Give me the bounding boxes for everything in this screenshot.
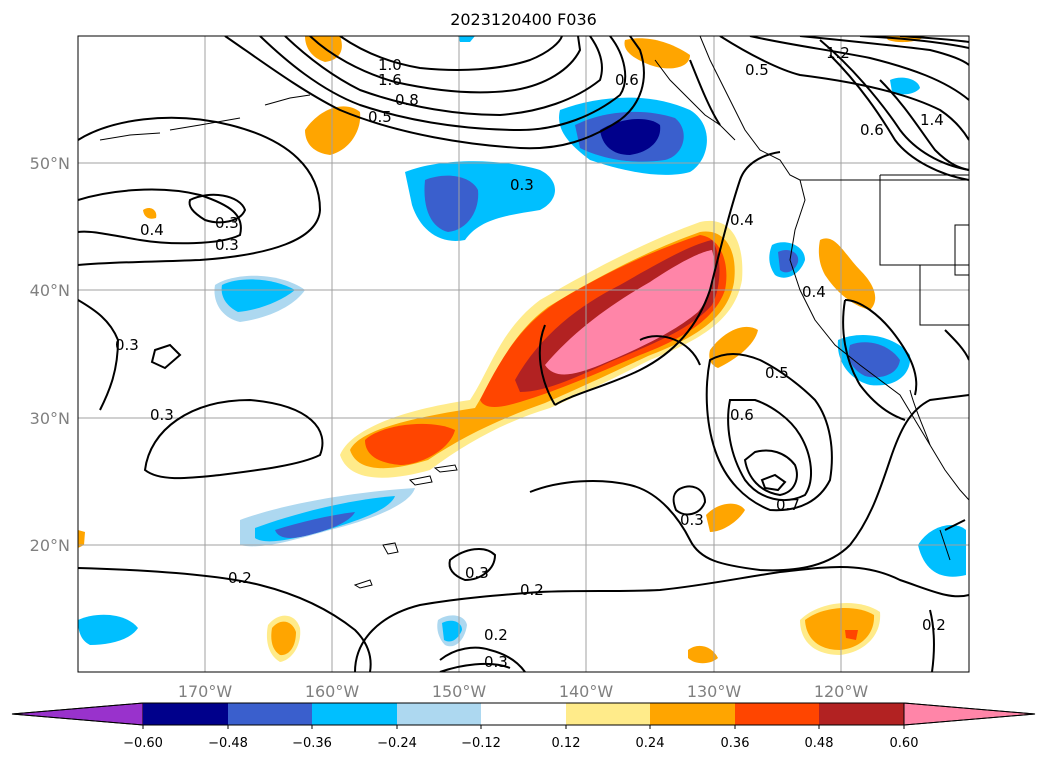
contour-label: 0.7	[776, 496, 800, 514]
colorbar-swatch	[312, 703, 397, 725]
coastlines	[99, 36, 969, 589]
colorbar-tick-label: 0.60	[890, 736, 919, 751]
contour-label: 0.5	[745, 61, 769, 79]
lon-label: 140°W	[559, 682, 614, 701]
contour-label: 0.2	[922, 616, 946, 634]
contour-lines	[78, 36, 969, 672]
lon-label: 150°W	[432, 682, 487, 701]
colorbar-tick-label: 0.24	[636, 736, 665, 751]
colorbar-tick-label: −0.48	[208, 736, 248, 751]
gridlines	[78, 36, 969, 672]
contour-label: 0.2	[484, 626, 508, 644]
longitude-labels: 170°W 160°W 150°W 140°W 130°W 120°W	[178, 682, 869, 701]
contour-label: 0.2	[520, 581, 544, 599]
colorbar-swatch	[735, 703, 819, 725]
contour-label: 1.4	[920, 111, 944, 129]
contour-label: 0.3	[215, 236, 239, 254]
contour-label: 0.5	[765, 364, 789, 382]
contour-label: 0.2	[228, 569, 252, 587]
lon-label: 130°W	[687, 682, 742, 701]
colorbar-tick-label: 0.48	[805, 736, 834, 751]
contour-label: 1.0	[378, 56, 402, 74]
contour-label: 0.4	[730, 211, 754, 229]
contour-label: 0.4	[140, 221, 164, 239]
contour-label: 1.2	[826, 44, 850, 62]
contour-label: 0.6	[730, 406, 754, 424]
contour-label: 0.3	[465, 564, 489, 582]
map-frame	[77, 35, 970, 673]
contour-label: 0.3	[115, 336, 139, 354]
colorbar-extend-left	[11, 702, 144, 726]
shaded-field	[78, 36, 966, 664]
contour-label: 0.3	[680, 511, 704, 529]
contour-labels: 1.2 1.6 1.4 1.0 0.8 0.5 0.5 0.6 0.6 0.4 …	[115, 44, 946, 671]
lat-label: 30°N	[30, 409, 70, 428]
colorbar-tick-label: −0.12	[461, 736, 501, 751]
contour-label: 0.6	[615, 71, 639, 89]
contour-label: 0.3	[510, 176, 534, 194]
colorbar-extend-right	[903, 702, 1036, 726]
colorbar-tick-label: 0.12	[552, 736, 581, 751]
map-title: 2023120400 F036	[450, 10, 597, 29]
latitude-labels: 50°N 40°N 30°N 20°N	[30, 154, 70, 555]
colorbar-swatch	[397, 703, 481, 725]
lon-label: 160°W	[305, 682, 360, 701]
colorbar-tick-label: −0.24	[377, 736, 417, 751]
contour-label: 0.4	[802, 283, 826, 301]
colorbar-tick-label: 0.36	[721, 736, 750, 751]
colorbar-tick-label: −0.60	[123, 736, 163, 751]
colorbar-swatch	[143, 703, 228, 725]
colorbar-swatch	[650, 703, 735, 725]
contour-label: 0.8	[395, 91, 419, 109]
contour-label: 0.3	[215, 214, 239, 232]
colorbar: −0.60 −0.48 −0.36 −0.24 −0.12 0.12 0.24 …	[11, 702, 1036, 751]
contour-label: 0.5	[368, 108, 392, 126]
lat-label: 50°N	[30, 154, 70, 173]
colorbar-swatch	[481, 703, 566, 725]
contour-label: 0.3	[484, 653, 508, 671]
contour-label: 0.3	[150, 406, 174, 424]
colorbar-tick-label: −0.36	[292, 736, 332, 751]
lon-label: 120°W	[814, 682, 869, 701]
contour-label: 1.6	[378, 71, 402, 89]
colorbar-swatch	[566, 703, 650, 725]
colorbar-swatch	[819, 703, 904, 725]
colorbar-swatch	[228, 703, 312, 725]
lat-label: 20°N	[30, 536, 70, 555]
contour-label: 0.6	[860, 121, 884, 139]
lon-label: 170°W	[178, 682, 233, 701]
lat-label: 40°N	[30, 281, 70, 300]
